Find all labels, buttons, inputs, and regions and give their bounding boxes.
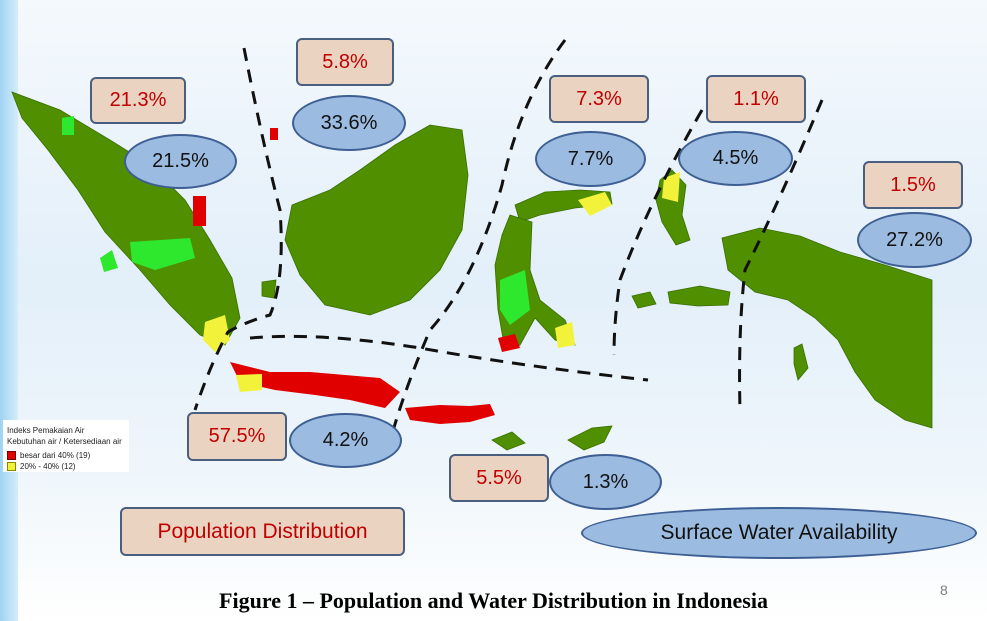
water-oval-sulawesi: 7.7%: [535, 131, 646, 187]
water-oval-kalimantan: 33.6%: [292, 95, 406, 151]
sumatra-north-region: [62, 116, 74, 135]
maluku-north-region: [662, 172, 680, 202]
population-box-maluku: 1.1%: [706, 75, 806, 123]
medium-index-regions: [203, 172, 680, 392]
papua-island: [721, 227, 933, 429]
water-oval-java: 4.2%: [289, 413, 402, 468]
aru-island: [793, 343, 809, 381]
legend-item-high-label: besar dari 40% (19): [20, 451, 91, 460]
sumba-island: [491, 431, 526, 451]
legend-swatch-red: [7, 451, 16, 461]
key-surface-water-availability: Surface Water Availability: [581, 507, 977, 559]
kalimantan-north-spot: [270, 128, 278, 140]
population-box-papua: 1.5%: [863, 161, 963, 209]
legend-item-medium-label: 20% - 40% (12): [20, 462, 76, 471]
region-boundaries: [193, 39, 824, 451]
population-box-sumatra: 21.3%: [90, 77, 186, 124]
water-oval-papua: 27.2%: [857, 212, 972, 268]
boundary-java-north: [249, 334, 649, 382]
lampung-region: [203, 315, 230, 352]
boundary-sulawesi-maluku: [612, 109, 704, 356]
map-legend: Indeks Pemakaian Air Kebutuhan air / Ket…: [3, 420, 129, 472]
maluku-buru: [631, 291, 657, 309]
boundary-kalimantan-sulawesi: [386, 39, 567, 451]
java-island: [230, 362, 400, 408]
sumatra-riau-region: [130, 238, 195, 270]
north-sulawesi-region: [578, 192, 612, 216]
legend-swatch-yellow: [7, 462, 16, 472]
java-west-yellow: [236, 374, 262, 392]
population-box-sulawesi: 7.3%: [549, 75, 649, 123]
southeast-sulawesi-region: [555, 322, 575, 348]
sulawesi-central-region: [500, 270, 530, 325]
legend-title-line1: Indeks Pemakaian Air: [7, 426, 85, 435]
legend-item-high: besar dari 40% (19): [7, 450, 129, 461]
water-oval-maluku: 4.5%: [678, 131, 793, 186]
south-sulawesi-region: [498, 334, 520, 352]
kalimantan-island: [284, 124, 469, 316]
boundary-maluku-papua: [738, 99, 824, 411]
water-oval-nusa-tenggara: 1.3%: [549, 454, 662, 510]
boundary-sumatra-kalimantan: [193, 47, 283, 411]
bangka-island: [261, 279, 277, 299]
lesser-sunda-islands: [405, 404, 495, 424]
key-population-distribution: Population Distribution: [120, 507, 405, 556]
maluku-seram: [667, 285, 731, 307]
population-box-kalimantan: 5.8%: [296, 38, 394, 86]
water-oval-sumatra: 21.5%: [124, 134, 237, 189]
land-masses: [11, 91, 933, 451]
sumatra-south-region: [100, 250, 118, 272]
sumatra-northeast-spot: [193, 196, 206, 226]
figure-caption: Figure 1 – Population and Water Distribu…: [219, 588, 768, 613]
high-index-regions: [193, 128, 520, 424]
population-box-java: 57.5%: [187, 412, 287, 461]
timor-island: [567, 425, 613, 451]
legend-item-medium: 20% - 40% (12): [7, 461, 129, 472]
page-number: 8: [940, 582, 948, 598]
population-box-nusa-tenggara: 5.5%: [449, 454, 549, 502]
legend-title-line2: Kebutuhan air / Ketersediaan air: [7, 437, 122, 446]
low-index-regions: [62, 116, 530, 325]
